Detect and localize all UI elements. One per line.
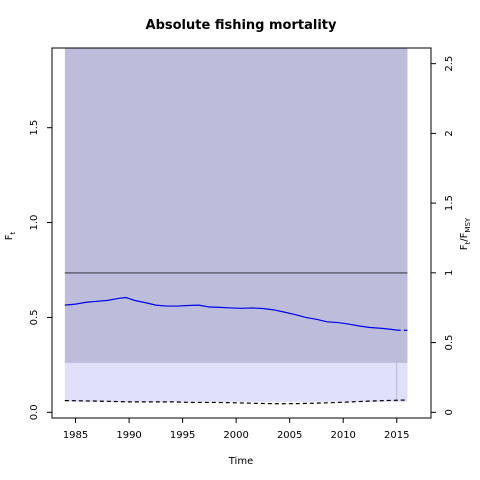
y-axis-left: 0.0 0.5 1.0 1.5 bbox=[29, 120, 52, 420]
band-outer bbox=[64, 48, 408, 363]
x-axis: 1985 1990 1995 2000 2005 2010 2015 bbox=[63, 417, 409, 441]
y-right-tick-label: 1 bbox=[444, 270, 455, 276]
y-left-tick-label: 0.0 bbox=[29, 404, 40, 420]
x-tick-label: 2015 bbox=[384, 430, 409, 441]
y-left-tick-label: 1.5 bbox=[29, 120, 40, 136]
y-left-label-sub: t bbox=[9, 231, 17, 234]
bands-layer bbox=[64, 48, 408, 402]
y-right-label-sub2: MSY bbox=[464, 217, 472, 232]
chart-title: Absolute fishing mortality bbox=[146, 18, 337, 33]
y-axis-right-label: Ft/FMSY bbox=[459, 217, 472, 250]
y-right-label-sub1: t bbox=[464, 241, 472, 244]
y-right-tick-label: 1.5 bbox=[444, 195, 455, 211]
x-axis-label: Time bbox=[228, 456, 253, 467]
y-left-tick-label: 0.5 bbox=[29, 309, 40, 325]
band-inner bbox=[64, 362, 408, 402]
y-axis-right: 0 0.5 1 1.5 2 2.5 bbox=[431, 56, 455, 415]
y-axis-left-label: Ft bbox=[4, 231, 17, 240]
x-tick-label: 2010 bbox=[330, 430, 355, 441]
y-right-label-main: F bbox=[459, 244, 470, 250]
y-right-tick-label: 0.5 bbox=[444, 335, 455, 351]
x-tick-label: 1985 bbox=[63, 430, 88, 441]
x-tick-label: 1990 bbox=[116, 430, 141, 441]
y-left-label-main: F bbox=[4, 234, 15, 240]
x-tick-label: 1995 bbox=[170, 430, 195, 441]
y-right-tick-label: 2.5 bbox=[444, 56, 455, 72]
y-right-label-sep: /F bbox=[459, 232, 470, 241]
y-right-tick-label: 0 bbox=[444, 409, 455, 415]
x-tick-label: 2000 bbox=[223, 430, 248, 441]
y-right-tick-label: 2 bbox=[444, 130, 455, 136]
series-line-1 bbox=[64, 296, 397, 331]
y-left-tick-label: 1.0 bbox=[29, 215, 40, 231]
x-tick-label: 2005 bbox=[277, 430, 302, 441]
series-line-3 bbox=[64, 399, 408, 405]
series-layer bbox=[64, 296, 408, 405]
